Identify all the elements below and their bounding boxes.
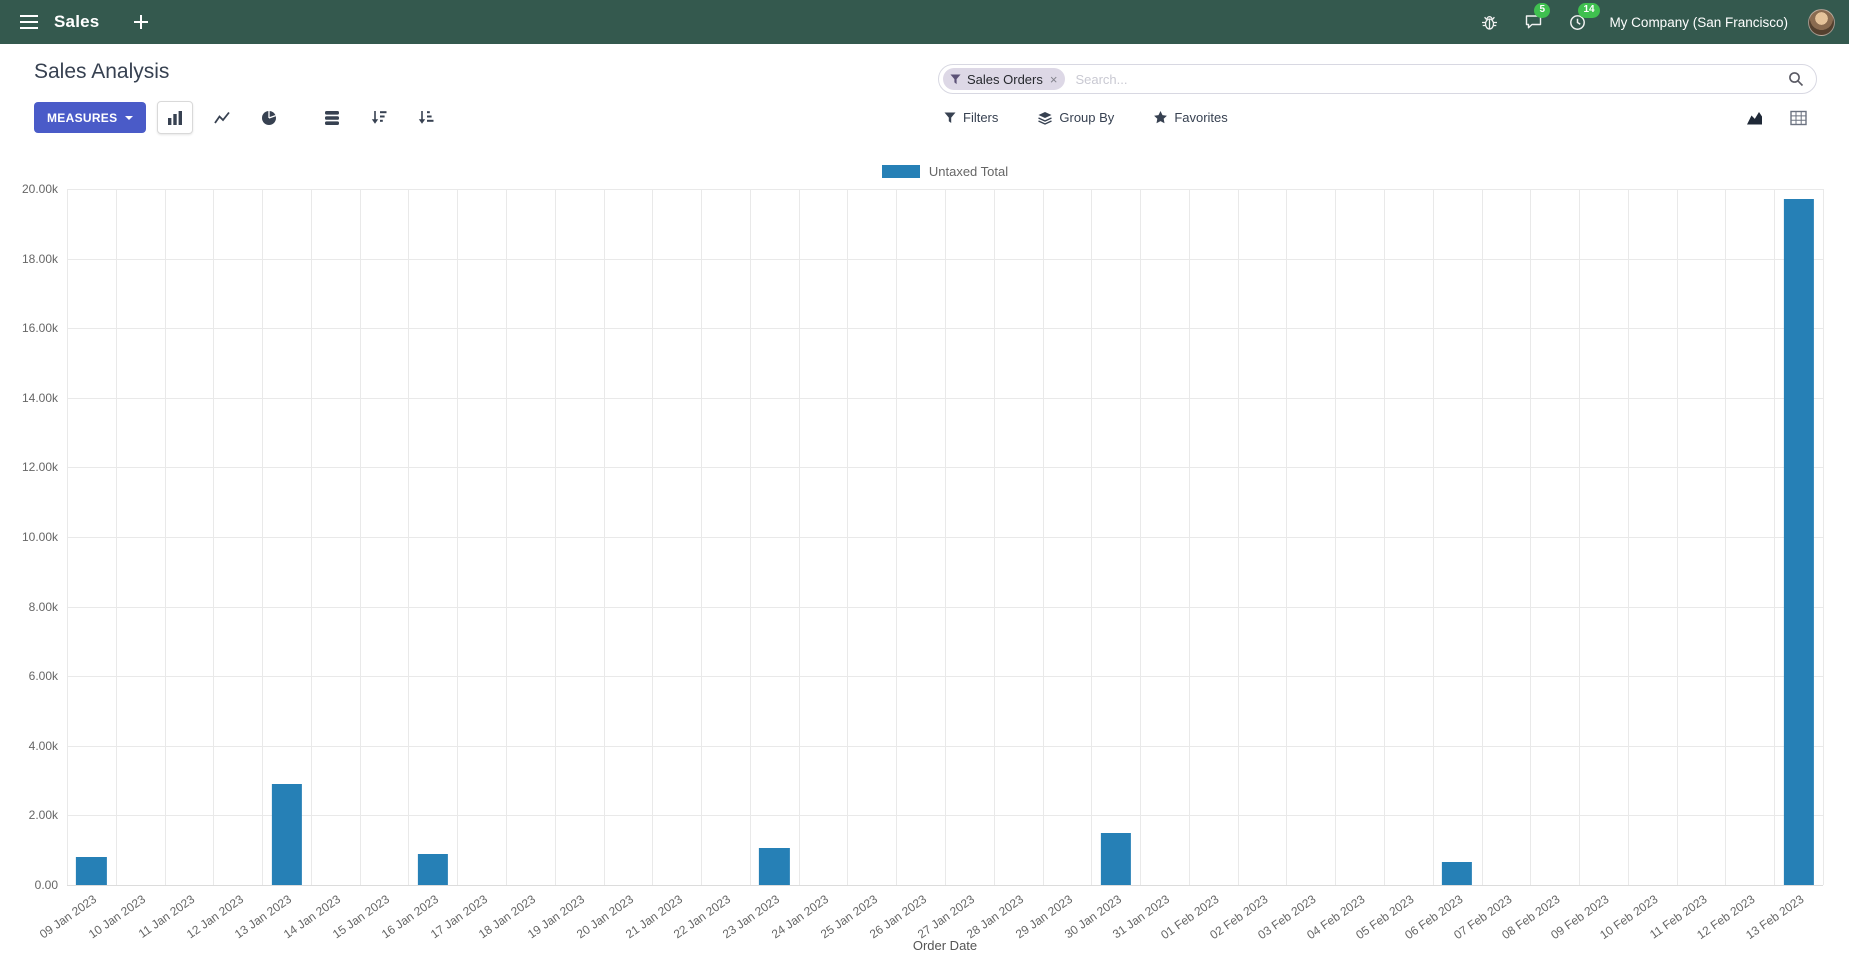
bar[interactable] — [271, 784, 302, 885]
chart-type-toolbar — [157, 101, 444, 134]
user-avatar[interactable] — [1808, 8, 1835, 36]
favorites-label: Favorites — [1174, 110, 1228, 125]
page-title: Sales Analysis — [34, 60, 170, 83]
horizontal-gridline — [67, 258, 1823, 260]
filter-funnel-icon — [944, 112, 956, 124]
bar[interactable] — [759, 848, 790, 885]
company-switcher[interactable]: My Company (San Francisco) — [1609, 14, 1788, 30]
search-options: Filters Group By Favorites — [944, 101, 1228, 134]
search-input[interactable] — [1075, 71, 1788, 87]
horizontal-gridline — [67, 815, 1823, 817]
y-tick-label: 14.00k — [21, 390, 58, 405]
chart-legend[interactable]: Untaxed Total — [67, 164, 1823, 179]
bar[interactable] — [1783, 199, 1814, 885]
bar[interactable] — [76, 857, 107, 885]
horizontal-gridline — [67, 467, 1823, 469]
favorites-button[interactable]: Favorites — [1154, 110, 1228, 125]
horizontal-gridline — [67, 397, 1823, 399]
sort-descending-button[interactable] — [361, 101, 397, 134]
control-panel: Sales Analysis Sales Orders × MEASURES — [0, 44, 1849, 150]
top-navbar: Sales 5 14 My Company (San Francisc — [0, 0, 1849, 44]
y-tick-label: 18.00k — [21, 251, 58, 266]
y-tick-label: 10.00k — [21, 530, 58, 544]
bar[interactable] — [1442, 862, 1473, 885]
messages-icon[interactable]: 5 — [1521, 3, 1550, 34]
search-bar[interactable]: Sales Orders × — [938, 64, 1817, 94]
chevron-down-icon — [125, 115, 134, 120]
debug-bug-icon[interactable] — [1477, 10, 1501, 34]
search-icon[interactable] — [1788, 71, 1804, 87]
plus-icon[interactable] — [127, 8, 155, 36]
measures-button[interactable]: MEASURES — [34, 102, 147, 133]
bar[interactable] — [1100, 832, 1131, 885]
apps-menu-icon[interactable] — [14, 7, 44, 37]
view-switcher — [1737, 101, 1815, 134]
y-tick-label: 12.00k — [21, 460, 58, 475]
sales-analysis-chart: Untaxed Total 0.00 2.00k 4.00k 6.00k 8.00k 10… — [0, 150, 1849, 958]
y-tick-label: 0.00 — [34, 878, 58, 892]
y-tick-label: 4.00k — [28, 738, 58, 753]
stacked-toggle-button[interactable] — [314, 101, 350, 134]
group-by-label: Group By — [1059, 110, 1115, 125]
app-name[interactable]: Sales — [54, 12, 100, 31]
star-icon — [1154, 111, 1168, 124]
horizontal-gridline — [67, 189, 1823, 190]
navbar-right: 5 14 My Company (San Francisco) — [1477, 3, 1835, 36]
message-count-badge: 5 — [1534, 3, 1550, 18]
horizontal-gridline — [67, 606, 1823, 608]
x-axis-title: Order Date — [912, 938, 978, 953]
plot-area: 0.00 2.00k 4.00k 6.00k 8.00k 10.00k 12.00k 14.0… — [22, 182, 1824, 942]
y-tick-label: 6.00k — [28, 669, 58, 684]
y-tick-label: 16.00k — [21, 321, 58, 336]
horizontal-gridline — [67, 745, 1823, 747]
legend-label: Untaxed Total — [928, 164, 1009, 179]
graph-view-button[interactable] — [1737, 101, 1771, 134]
y-tick-label: 2.00k — [28, 808, 58, 823]
horizontal-gridline — [67, 676, 1823, 678]
sort-ascending-button[interactable] — [408, 101, 444, 134]
filters-label: Filters — [963, 110, 999, 125]
pivot-view-button[interactable] — [1781, 101, 1815, 134]
line-chart-button[interactable] — [204, 101, 240, 134]
bar-chart-button[interactable] — [157, 101, 193, 134]
pie-chart-button[interactable] — [251, 101, 287, 134]
activities-clock-icon[interactable]: 14 — [1565, 3, 1600, 34]
vertical-gridline — [1823, 189, 1824, 885]
search-facet-label: Sales Orders — [967, 71, 1043, 87]
navbar-left: Sales — [14, 7, 155, 37]
horizontal-gridline — [67, 885, 1823, 886]
facet-remove-icon[interactable]: × — [1049, 71, 1058, 87]
legend-swatch — [881, 165, 920, 178]
layers-icon — [1038, 111, 1053, 125]
filters-button[interactable]: Filters — [944, 110, 998, 125]
y-tick-label: 20.00k — [21, 182, 58, 196]
activity-count-badge: 14 — [1578, 3, 1600, 18]
horizontal-gridline — [67, 537, 1823, 538]
horizontal-gridline — [67, 328, 1823, 330]
search-facet-sales-orders[interactable]: Sales Orders × — [943, 68, 1066, 90]
measures-button-label: MEASURES — [47, 110, 118, 125]
y-tick-label: 8.00k — [28, 599, 58, 614]
filter-funnel-icon — [950, 73, 961, 85]
group-by-button[interactable]: Group By — [1038, 110, 1114, 125]
bar[interactable] — [417, 853, 448, 885]
